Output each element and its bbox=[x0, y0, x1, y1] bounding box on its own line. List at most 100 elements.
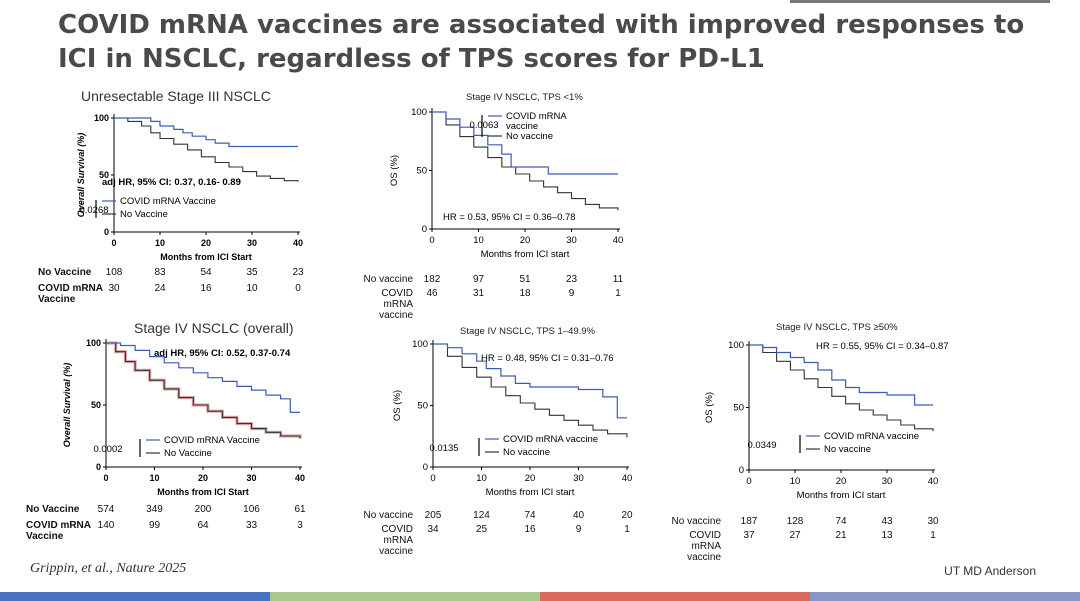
risk-count: 51 bbox=[519, 274, 531, 285]
legend-label-vaccine: COVID mRNA vaccine bbox=[506, 111, 567, 132]
risk-count: 25 bbox=[475, 524, 488, 535]
hr-annotation: HR = 0.48, 95% CI = 0.31–0.76 bbox=[481, 353, 614, 364]
slide-title: COVID mRNA vaccines are associated with … bbox=[58, 10, 1025, 74]
risk-count: 74 bbox=[835, 516, 847, 527]
p-value: 0.0063 bbox=[469, 120, 498, 131]
risk-count: 18 bbox=[519, 288, 531, 299]
x-tick-label: 20 bbox=[520, 235, 531, 246]
x-tick-label: 40 bbox=[293, 238, 303, 248]
chart-title: Stage IV NSCLC, TPS <1% bbox=[466, 92, 583, 103]
legend-label-no-vaccine: No Vaccine bbox=[164, 448, 212, 459]
x-axis-label: Months from ICI Start bbox=[160, 252, 252, 262]
risk-count: 9 bbox=[575, 524, 582, 535]
bottom-bar-segment-4 bbox=[810, 592, 1080, 601]
risk-count: 34 bbox=[427, 524, 439, 535]
y-tick-label: 50 bbox=[417, 401, 428, 412]
y-tick-label: 0 bbox=[96, 462, 101, 472]
x-tick-label: 20 bbox=[836, 476, 847, 487]
km-panel-4: Stage IV NSCLC, TPS 1–49.9% 0 10 20 30 40 0 50 1… bbox=[350, 323, 650, 557]
bottom-bar-segment-3 bbox=[540, 592, 810, 601]
risk-count: 33 bbox=[245, 520, 258, 531]
y-tick-label: 100 bbox=[412, 339, 428, 350]
y-tick-label: 100 bbox=[94, 113, 109, 123]
risk-count: 13 bbox=[881, 530, 893, 541]
y-tick-label: 50 bbox=[416, 166, 427, 177]
km-plot: 0 10 20 30 40 0 50 100 Months from ICI start OS (… bbox=[704, 340, 949, 501]
risk-count: 1 bbox=[930, 530, 936, 541]
risk-count: 30 bbox=[108, 283, 120, 294]
risk-count: 108 bbox=[105, 267, 123, 278]
vaccine-curve bbox=[114, 117, 298, 148]
y-tick-label: 100 bbox=[86, 338, 101, 348]
x-axis-label: Months from ICI Start bbox=[157, 487, 249, 497]
no-vaccine-curve bbox=[433, 343, 628, 438]
y-tick-label: 0 bbox=[422, 224, 427, 235]
risk-count: 97 bbox=[472, 274, 485, 285]
km-panel-5: Stage IV NSCLC, TPS ≥50% 0 10 20 30 40 0 50 100 M… bbox=[658, 320, 958, 563]
risk-count: 43 bbox=[881, 516, 893, 527]
risk-count: 1 bbox=[624, 524, 630, 535]
risk-count: 54 bbox=[200, 267, 212, 278]
x-tick-label: 0 bbox=[430, 473, 435, 484]
risk-count: 24 bbox=[154, 283, 166, 294]
risk-row-label: No Vaccine bbox=[38, 267, 92, 278]
risk-count: 40 bbox=[572, 510, 585, 521]
x-tick-label: 30 bbox=[573, 473, 584, 484]
chart-title: Stage IV NSCLC, TPS ≥50% bbox=[776, 322, 898, 333]
hr-annotation: adj HR, 95% CI: 0.52, 0.37-0.74 bbox=[154, 348, 291, 359]
bottom-bar-segment-1 bbox=[0, 592, 270, 601]
x-tick-label: 40 bbox=[928, 476, 939, 487]
risk-count: 1 bbox=[615, 288, 621, 299]
hr-annotation: HR = 0.55, 95% CI = 0.34–0.87 bbox=[816, 341, 949, 352]
x-tick-label: 30 bbox=[246, 473, 256, 483]
risk-count: 9 bbox=[568, 288, 575, 299]
x-tick-label: 10 bbox=[476, 473, 487, 484]
no-vaccine-curve bbox=[114, 117, 299, 182]
risk-count: 200 bbox=[194, 504, 212, 515]
legend-label-no-vaccine: No Vaccine bbox=[120, 209, 168, 220]
p-value: 0.0349 bbox=[747, 440, 776, 451]
y-axis-label: Overall Survival (%) bbox=[62, 363, 72, 448]
p-value: 0.0135 bbox=[429, 443, 458, 454]
x-tick-label: 10 bbox=[149, 473, 159, 483]
legend-label-vaccine: COVID mRNA vaccine bbox=[503, 434, 598, 445]
risk-count: 349 bbox=[146, 504, 163, 515]
x-tick-label: 40 bbox=[613, 235, 624, 246]
y-tick-label: 50 bbox=[733, 403, 744, 414]
top-accent-line bbox=[790, 0, 1050, 3]
hr-annotation: adj HR, 95% CI: 0.37, 0.16- 0.89 bbox=[102, 177, 241, 188]
risk-count: 23 bbox=[292, 267, 304, 278]
risk-count: 61 bbox=[294, 504, 306, 515]
risk-count: 99 bbox=[148, 520, 161, 531]
y-tick-label: 50 bbox=[99, 170, 109, 180]
legend-label-vaccine: COVID mRNA Vaccine bbox=[164, 435, 260, 446]
x-tick-label: 10 bbox=[790, 476, 801, 487]
risk-count: 3 bbox=[297, 520, 303, 531]
y-tick-label: 100 bbox=[728, 340, 744, 351]
no-vaccine-curve bbox=[432, 111, 619, 211]
vaccine-curve bbox=[749, 344, 933, 406]
risk-count: 27 bbox=[789, 530, 801, 541]
risk-count: 124 bbox=[473, 510, 490, 521]
chart-title: Stage IV NSCLC (overall) bbox=[134, 320, 294, 336]
y-tick-label: 0 bbox=[739, 465, 744, 476]
x-tick-label: 40 bbox=[622, 473, 633, 484]
x-axis-label: Months from ICI start bbox=[481, 249, 570, 260]
x-tick-label: 0 bbox=[746, 476, 751, 487]
risk-count: 205 bbox=[424, 510, 442, 521]
risk-count: 37 bbox=[743, 530, 755, 541]
y-axis-label: OS (%) bbox=[389, 155, 400, 186]
x-tick-label: 30 bbox=[882, 476, 893, 487]
x-tick-label: 0 bbox=[429, 235, 434, 246]
risk-count: 64 bbox=[197, 520, 209, 531]
y-tick-label: 100 bbox=[411, 107, 427, 118]
organization-label: UT MD Anderson bbox=[944, 564, 1036, 578]
risk-count: 31 bbox=[472, 288, 485, 299]
x-tick-label: 0 bbox=[111, 238, 116, 248]
legend-label-vaccine: COVID mRNA vaccine bbox=[824, 431, 919, 442]
chart-title: Unresectable Stage III NSCLC bbox=[81, 88, 271, 104]
y-axis-label: OS (%) bbox=[704, 392, 715, 423]
risk-count: 23 bbox=[565, 274, 578, 285]
km-plot: 0 10 20 30 40 0 50 100 Months from ICI Start Over… bbox=[76, 113, 303, 262]
risk-count: 10 bbox=[246, 283, 258, 294]
